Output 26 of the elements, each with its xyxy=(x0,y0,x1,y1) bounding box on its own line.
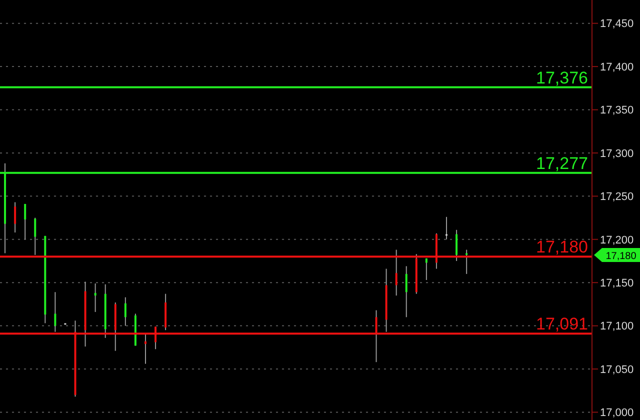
y-tick-label: 17,200 xyxy=(600,234,634,246)
candlestick xyxy=(54,292,56,332)
y-tick-label: 17,050 xyxy=(600,364,634,376)
y-tick-label: 17,400 xyxy=(600,61,634,74)
ref-line-label: 17,376 xyxy=(536,68,588,88)
y-tick-label: 17,150 xyxy=(600,278,634,290)
y-tick-label: 17,350 xyxy=(600,104,634,117)
candlestick xyxy=(94,282,96,312)
candlestick xyxy=(14,202,16,233)
y-tick-label: 17,250 xyxy=(600,191,634,204)
y-tick-label: 17,300 xyxy=(600,148,634,160)
ref-line-label: 17,277 xyxy=(536,154,588,173)
candlestick xyxy=(466,249,468,274)
y-tick-label: 17,450 xyxy=(600,18,634,30)
candlestick xyxy=(446,216,448,240)
ref-line-label: 17,180 xyxy=(536,238,588,257)
y-tick-label: 17,100 xyxy=(600,320,634,333)
candlestick xyxy=(405,266,408,318)
candlestick xyxy=(124,296,126,326)
text: 17,180 xyxy=(606,250,637,262)
candlestick xyxy=(34,217,36,256)
candlestick xyxy=(24,203,26,240)
y-tick-label: 17,000 xyxy=(600,407,634,420)
candlestick xyxy=(425,258,428,280)
ref-line-label: 17,091 xyxy=(536,314,588,334)
candlestick xyxy=(456,229,458,262)
